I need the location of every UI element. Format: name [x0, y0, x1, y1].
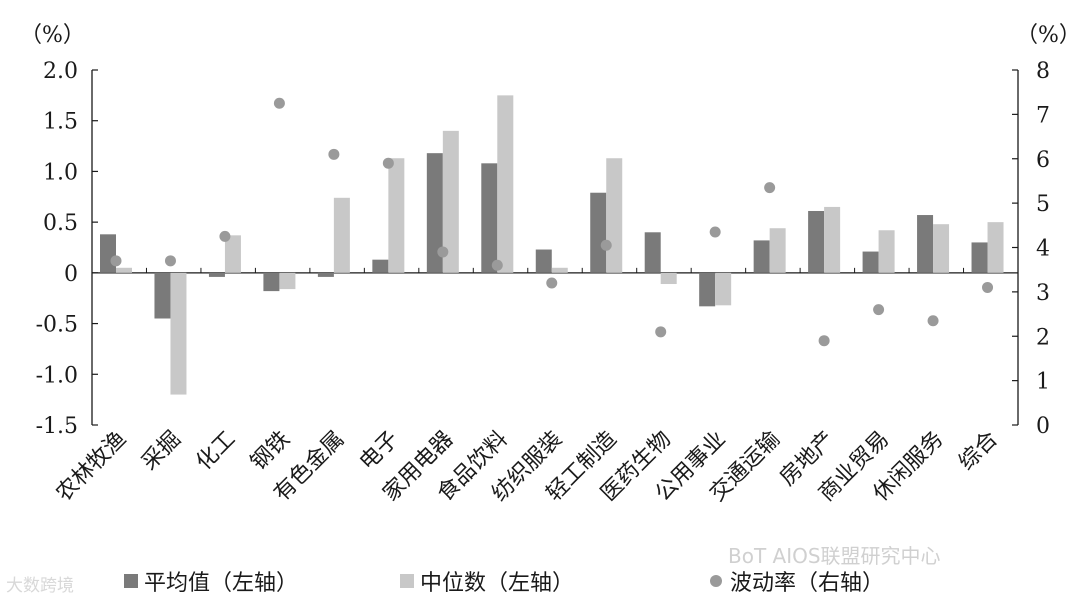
- watermark-right: BoT AIOS联盟研究中心: [728, 544, 941, 568]
- volatility-point: [164, 255, 176, 267]
- bar-mean: [753, 240, 770, 273]
- bar-median: [388, 158, 405, 273]
- bar-median: [933, 224, 950, 273]
- volatility-point: [600, 239, 612, 251]
- volatility-point: [219, 230, 231, 242]
- volatility-point: [546, 277, 558, 289]
- bar-median: [224, 235, 241, 273]
- bar-mean: [208, 272, 225, 277]
- volatility-point: [709, 226, 721, 238]
- bar-mean: [862, 251, 879, 273]
- left-tick-label: 0.5: [43, 211, 78, 236]
- left-tick-label: 0: [64, 262, 78, 287]
- bar-median: [333, 197, 350, 273]
- left-tick-label: 2.0: [43, 59, 78, 84]
- legend-item-volatility: 波动率（右轴）: [710, 565, 884, 597]
- bar-median: [279, 272, 296, 290]
- bars: [100, 95, 1004, 395]
- bar-median: [769, 228, 786, 273]
- left-axis-unit: （%）: [20, 23, 85, 48]
- right-tick-label: 3: [1036, 281, 1050, 306]
- left-tick-label: 1.5: [43, 110, 78, 135]
- bar-mean: [644, 232, 661, 273]
- legend-label-median: 中位数（左轴）: [420, 571, 575, 596]
- category-label: 综合: [954, 427, 1003, 476]
- bar-mean: [590, 192, 607, 273]
- volatility-point: [491, 259, 503, 271]
- left-tick-label: 1.0: [43, 160, 78, 185]
- legend-label-volatility: 波动率（右轴）: [730, 571, 885, 596]
- right-tick-label: 2: [1036, 325, 1050, 350]
- volatility-point: [110, 255, 122, 267]
- category-label: 采掘: [137, 427, 186, 476]
- bar-mean: [263, 272, 280, 292]
- bar-mean: [971, 242, 988, 273]
- legend-marker-volatility: [710, 575, 722, 587]
- right-tick-label: 7: [1036, 103, 1050, 128]
- legend-item-median: 中位数（左轴）: [400, 565, 574, 597]
- bar-median: [878, 230, 895, 273]
- legend: 平均值（左轴） 中位数（左轴） 波动率（右轴）: [0, 560, 1080, 600]
- volatility-point: [328, 148, 340, 160]
- watermark-left: 大数跨境: [6, 576, 74, 596]
- category-label: 电子: [355, 427, 404, 476]
- left-tick-label: -1.0: [36, 363, 78, 388]
- volatility-point: [273, 97, 285, 109]
- bar-median: [824, 206, 841, 273]
- volatility-point: [982, 281, 994, 293]
- bar-mean: [481, 163, 498, 273]
- bar-mean: [426, 153, 443, 273]
- volatility-points: [110, 97, 994, 347]
- bar-median: [715, 272, 732, 306]
- volatility-point: [382, 157, 394, 169]
- bar-mean: [699, 272, 716, 307]
- category-label: 化工: [192, 427, 241, 476]
- right-tick-label: 8: [1036, 59, 1050, 84]
- bar-median: [170, 272, 187, 395]
- bar-mean: [917, 215, 934, 273]
- bar-mean: [808, 210, 825, 273]
- bar-mean: [154, 272, 171, 319]
- bar-median: [606, 158, 623, 273]
- left-tick-label: -0.5: [36, 313, 78, 338]
- bar-median: [551, 267, 568, 273]
- bar-median: [116, 267, 132, 273]
- bar-mean: [100, 234, 116, 273]
- volatility-point: [873, 304, 885, 316]
- bar-median: [987, 222, 1004, 273]
- category-label: 钢铁: [246, 427, 295, 476]
- right-tick-label: 1: [1036, 370, 1050, 395]
- volatility-point: [764, 182, 776, 194]
- legend-label-mean: 平均值（左轴）: [144, 571, 299, 596]
- bar-mean: [535, 249, 552, 273]
- volatility-point: [437, 246, 449, 258]
- right-tick-label: 0: [1036, 414, 1050, 439]
- left-tick-label: -1.5: [36, 414, 78, 439]
- legend-swatch-mean: [124, 574, 138, 588]
- volatility-point: [655, 326, 667, 338]
- legend-item-mean: 平均值（左轴）: [124, 565, 298, 597]
- bar-mean: [317, 272, 334, 277]
- volatility-point: [927, 315, 939, 327]
- volatility-point: [818, 335, 830, 347]
- right-tick-label: 5: [1036, 192, 1050, 217]
- bar-median: [442, 130, 459, 273]
- right-tick-label: 6: [1036, 148, 1050, 173]
- right-tick-label: 4: [1036, 237, 1050, 262]
- bar-mean: [372, 259, 389, 273]
- legend-swatch-median: [400, 574, 414, 588]
- bar-median: [660, 272, 677, 285]
- bar-median: [497, 95, 514, 273]
- right-axis-unit: （%）: [1016, 23, 1080, 48]
- tick-labels: 2.0 1.5 1.0 0.5 0 -0.5 -1.0 -1.5 8 7 6 5 4 3 2 1 0: [36, 59, 1050, 439]
